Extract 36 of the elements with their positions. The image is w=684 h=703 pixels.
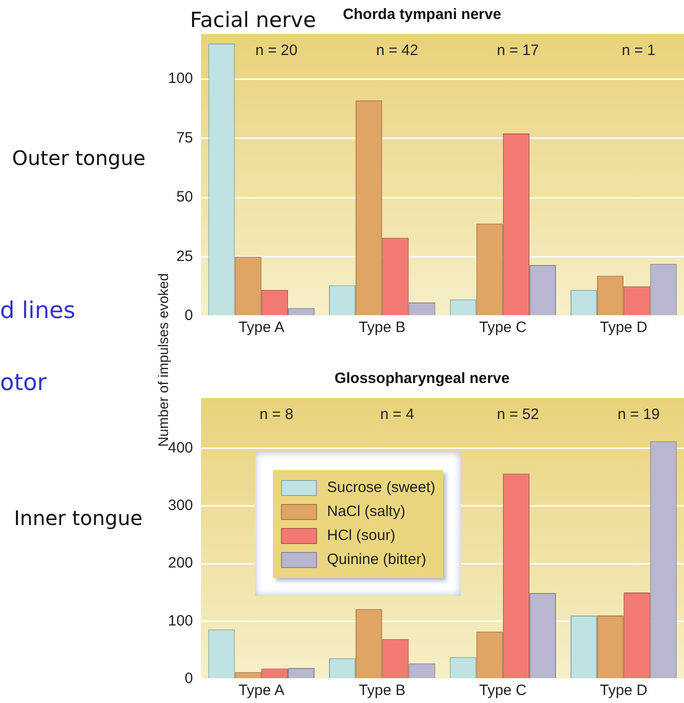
x-tick-label: Type A [238, 319, 284, 336]
x-tick-label: Type B [358, 319, 406, 336]
x-tick-label: Type D [600, 682, 648, 700]
y-tick-label: 200 [168, 554, 194, 572]
chart-title: Glossopharyngeal nerve [334, 370, 510, 388]
legend-label: HCl (sour) [327, 526, 396, 546]
annotation: n = 52 [496, 406, 539, 424]
y-tick-label: 0 [184, 670, 194, 688]
x-tick-label: Type D [600, 319, 648, 336]
annotation: n = 19 [618, 406, 660, 424]
legend-label: Quinine (bitter) [327, 550, 426, 570]
chart-title: Chorda tympani nerve [342, 6, 502, 24]
y-tick-label: 25 [176, 248, 194, 265]
annotation: n = 20 [255, 42, 298, 60]
x-tick-label: Type B [358, 682, 406, 700]
text: Inner tongue [14, 506, 143, 530]
legend-label: Sucrose (sweet) [327, 478, 436, 498]
y-tick-label: 100 [168, 70, 194, 88]
text: Facial nerve [190, 8, 316, 32]
text: d lines [0, 298, 76, 324]
legend-label: NaCl (salty) [327, 502, 406, 522]
annotation: n = 17 [496, 42, 539, 60]
y-tick-label: 0 [184, 307, 194, 324]
x-tick-label: Type A [238, 682, 284, 700]
annotation: n = 8 [260, 406, 294, 424]
y-tick-label: 50 [176, 188, 194, 206]
y-tick-label: 100 [168, 612, 194, 630]
text: Outer tongue [12, 146, 146, 170]
y-tick-label: 75 [176, 129, 194, 146]
annotation: n = 4 [380, 406, 414, 424]
annotation: n = 1 [622, 42, 656, 60]
x-tick-label: Type C [479, 319, 527, 336]
y-tick-label: 300 [168, 497, 194, 514]
text: otor [0, 370, 47, 396]
x-tick-label: Type C [479, 682, 527, 700]
annotation: n = 42 [376, 42, 418, 60]
